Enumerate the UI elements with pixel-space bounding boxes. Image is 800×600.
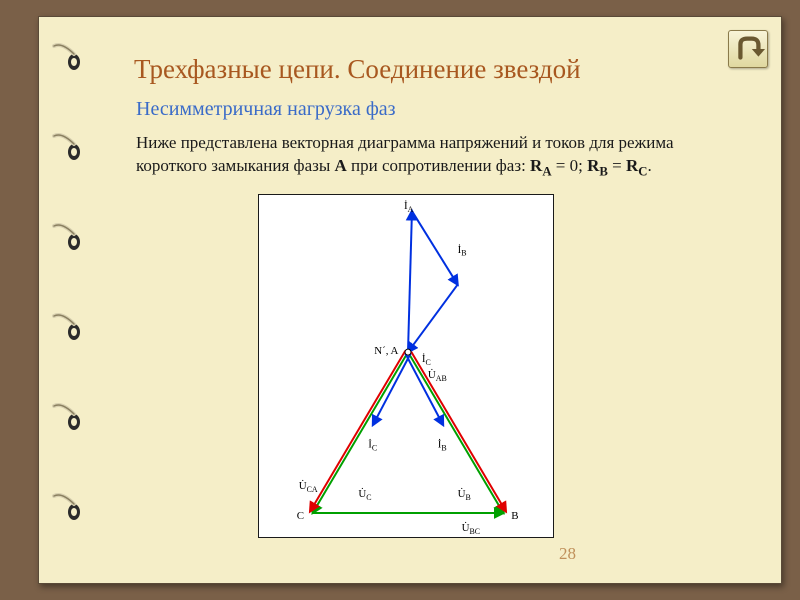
body-RB: R [587, 156, 599, 175]
binding-ring [52, 130, 86, 170]
svg-text:U̇AB: U̇AB [428, 369, 447, 383]
svg-text:U̇B: U̇B [458, 488, 471, 502]
svg-text:İA: İA [404, 200, 414, 214]
body-line2-prefix: короткого замыкания фазы [136, 156, 335, 175]
svg-text:U̇C: U̇C [358, 488, 371, 502]
spiral-binding [52, 0, 92, 600]
svg-text:İC: İC [422, 353, 431, 367]
body-line2-mid: при сопротивлении фаз: [347, 156, 530, 175]
vector-diagram: İAİBN´, AİCU̇ABİCİBU̇CAU̇CU̇BCBU̇BC [258, 194, 554, 538]
binding-ring [52, 310, 86, 350]
body-RC-sub: C [638, 164, 647, 178]
body-text: Ниже представлена векторная диаграмма на… [136, 132, 746, 181]
body-bold-A: A [335, 156, 347, 175]
back-button[interactable] [728, 30, 768, 68]
page-subtitle: Несимметричная нагрузка фаз [136, 98, 396, 121]
svg-text:C: C [297, 510, 304, 522]
body-RC: R [626, 156, 638, 175]
binding-ring [52, 40, 86, 80]
binding-ring [52, 490, 86, 530]
page-title: Трехфазные цепи. Соединение звездой [134, 54, 581, 85]
svg-text:U̇CA: U̇CA [299, 480, 318, 494]
svg-text:U̇BC: U̇BC [462, 522, 480, 536]
svg-text:İB: İB [458, 244, 467, 258]
body-RA: R [530, 156, 542, 175]
svg-text:İB: İB [438, 438, 447, 452]
u-turn-arrow-icon [729, 31, 767, 67]
body-period: . [648, 156, 652, 175]
binding-ring [52, 220, 86, 260]
page-number: 28 [559, 544, 576, 564]
svg-text:İC: İC [368, 438, 377, 452]
body-eq0: = 0; [552, 156, 588, 175]
body-RB-sub: B [599, 164, 608, 178]
body-RA-sub: A [542, 164, 551, 178]
body-line1: Ниже представлена векторная диаграмма на… [136, 133, 674, 152]
body-eq: = [608, 156, 626, 175]
svg-text:N´, A: N´, A [374, 345, 398, 357]
binding-ring [52, 400, 86, 440]
svg-text:B: B [511, 510, 518, 522]
